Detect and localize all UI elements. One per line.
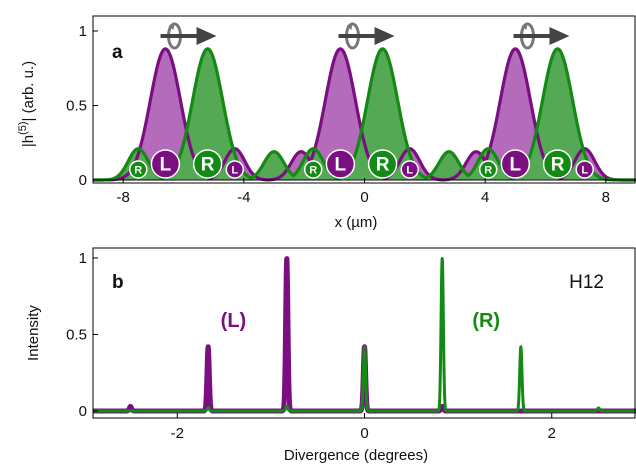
panel-a-marker-l-large: L	[150, 149, 181, 179]
marker-circle	[367, 149, 398, 179]
panel-a-y-label-tail: | (arb. u.)	[20, 61, 37, 122]
marker-circle	[303, 160, 323, 179]
panel-a-marker-r-small: R	[478, 160, 498, 179]
arrow-head	[549, 27, 570, 45]
panel-a-marker-l-large: L	[500, 149, 531, 179]
marker-label: R	[376, 155, 390, 176]
marker-circle	[225, 160, 245, 179]
panel-a-series-r-line	[92, 47, 636, 182]
panel-a-letter: a	[112, 42, 123, 63]
marker-label: L	[510, 155, 522, 176]
marker-label: R	[484, 165, 492, 177]
x-tick-label: 4	[481, 189, 489, 206]
panel-b-series-left-line	[90, 256, 636, 414]
panel-a-marker-r-large: R	[192, 149, 223, 179]
marker-label: R	[551, 155, 565, 176]
marker-label: L	[581, 165, 588, 177]
panel-a-marker-l-large: L	[325, 149, 356, 179]
panel-a-marker-r-small: R	[303, 160, 323, 179]
rotation-arrowhead	[521, 22, 528, 30]
x-tick-label: -4	[237, 189, 250, 206]
panel-a: R L R L R L R L R L R L -8 -4 0 4 8 0 0.5 1 a x (µm) |h(5)…	[17, 15, 636, 231]
panel-b-series-labels: (L) (R)	[221, 310, 500, 332]
panel-a-x-axis-label: x (µm)	[335, 214, 378, 231]
panel-b-x-axis-label: Divergence (degrees)	[284, 447, 428, 464]
x-tick-label: -8	[116, 189, 129, 206]
x-tick-label: 8	[602, 189, 610, 206]
marker-label: R	[309, 165, 317, 177]
panel-a-marker-l-small: L	[400, 160, 419, 179]
y-tick-label: 0	[79, 403, 87, 420]
marker-label: L	[406, 165, 413, 177]
y-tick-label: 0.5	[66, 327, 87, 344]
marker-circle	[150, 149, 181, 179]
rotation-arrow-icon	[338, 22, 395, 50]
marker-circle	[325, 149, 356, 179]
panel-a-ticks: -8 -4 0 4 8 0 0.5 1	[66, 23, 610, 206]
panel-a-y-axis-label: |h(5)| (arb. u.)	[17, 61, 37, 147]
y-tick-label: 1	[79, 250, 87, 267]
panel-b-series-label: (L)	[221, 310, 247, 332]
marker-circle	[575, 160, 594, 179]
marker-circle	[500, 149, 531, 179]
arrow-head	[374, 27, 395, 45]
panel-a-marker-r-large: R	[542, 149, 573, 179]
panel-b-ticks: -2 0 2 0 0.5 1	[66, 250, 556, 442]
y-tick-label: 0.5	[66, 98, 87, 115]
x-tick-label: -2	[171, 425, 184, 442]
rotation-arrowhead	[346, 22, 353, 30]
marker-circle	[129, 160, 148, 179]
panel-b-annotation: H12	[569, 272, 604, 293]
marker-circle	[192, 149, 223, 179]
y-tick-label: 0	[79, 172, 87, 189]
x-tick-label: 0	[360, 425, 368, 442]
y-tick-label: 1	[79, 23, 87, 40]
marker-label: L	[335, 155, 347, 176]
panel-a-rotation-arrows	[160, 22, 570, 50]
marker-circle	[542, 149, 573, 179]
x-tick-label: 0	[360, 189, 368, 206]
panel-b: -2 0 2 0 0.5 1 (L) (R) b H12 Divergence (degre…	[25, 247, 636, 464]
panel-a-y-label-sup: (5)	[17, 121, 29, 134]
panel-b-series-label: (R)	[472, 310, 500, 332]
panel-a-marker-r-large: R	[367, 149, 398, 179]
panel-a-y-label-main: |h	[20, 135, 37, 147]
rotation-arrow-icon	[513, 22, 570, 50]
panel-a-marker-l-small: L	[575, 160, 594, 179]
marker-label: R	[134, 165, 142, 177]
panel-a-marker-l-small: L	[225, 160, 245, 179]
marker-label: L	[160, 155, 172, 176]
panel-a-marker-r-small: R	[129, 160, 148, 179]
marker-circle	[478, 160, 498, 179]
arrow-head	[196, 27, 217, 45]
panel-b-lines	[90, 256, 636, 414]
marker-label: L	[231, 165, 238, 177]
panel-b-letter: b	[112, 272, 124, 293]
x-tick-label: 2	[548, 425, 556, 442]
marker-circle	[400, 160, 419, 179]
panel-b-series-right-line	[91, 257, 636, 413]
marker-label: R	[201, 155, 215, 176]
panel-b-y-axis-label: Intensity	[25, 305, 42, 361]
rotation-arrowhead	[168, 22, 175, 30]
rotation-arrow-icon	[160, 22, 217, 50]
